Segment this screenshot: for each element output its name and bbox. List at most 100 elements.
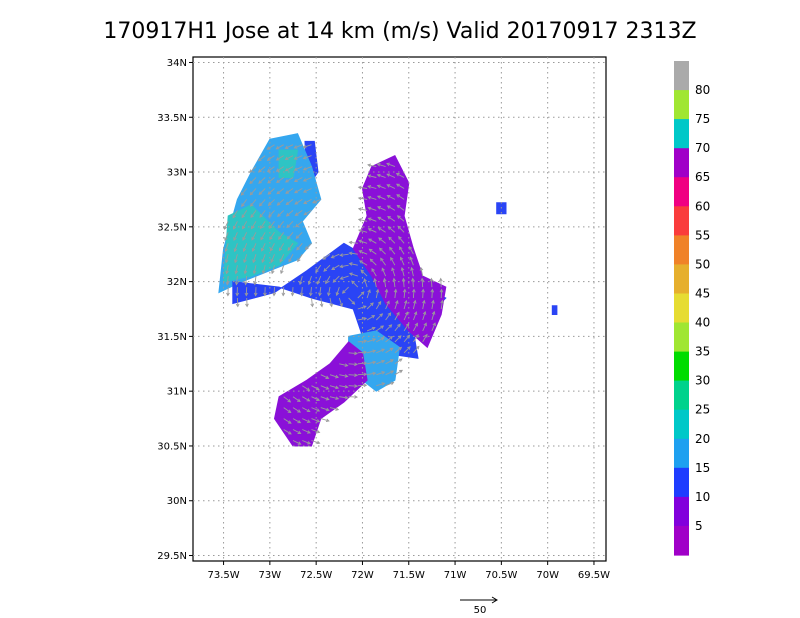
wind-vector-head: [250, 225, 255, 230]
wind-vector: [375, 313, 383, 321]
wind-vector: [385, 359, 394, 365]
wind-vector-head: [284, 179, 289, 183]
wind-vector: [252, 254, 257, 263]
wind-vector-head: [306, 387, 311, 391]
wind-vector: [294, 155, 303, 160]
legend-swatch: [674, 61, 689, 91]
wind-vector-head: [372, 371, 377, 376]
wind-vector: [412, 289, 415, 299]
wind-vector: [376, 325, 384, 332]
wind-vector: [366, 315, 375, 321]
wind-vector-head: [372, 349, 377, 354]
wind-vector-head: [363, 383, 368, 388]
wind-vector-head: [378, 237, 382, 241]
wind-vector: [267, 166, 275, 172]
legend-label: 65: [695, 170, 710, 184]
wind-vector-head: [354, 351, 358, 356]
wind-vector: [368, 207, 377, 211]
wind-vector-head: [367, 289, 371, 293]
wind-vector: [320, 407, 330, 411]
wind-vector-head: [402, 288, 407, 293]
legend-label: 40: [695, 316, 710, 330]
y-tick-label: 31.5N: [157, 332, 187, 343]
wind-vector: [283, 407, 291, 413]
wind-vector-head: [395, 299, 399, 304]
wind-vector: [380, 258, 386, 266]
wind-vector-head: [316, 440, 321, 445]
wind-vector: [292, 396, 301, 402]
wind-vector-head: [378, 247, 383, 252]
wind-region: [273, 341, 368, 447]
wind-vector-head: [339, 253, 344, 257]
wind-vector-head: [235, 292, 240, 297]
wind-vector: [249, 188, 257, 196]
wind-vector-head: [381, 382, 386, 386]
wind-vector-head: [363, 350, 368, 355]
wind-vector-head: [403, 299, 408, 304]
wind-vector-head: [306, 408, 311, 413]
wind-vector-head: [396, 204, 401, 209]
wind-vector: [366, 361, 376, 365]
legend-label: 15: [695, 461, 710, 475]
wind-vector: [409, 257, 414, 266]
wind-vector-head: [266, 168, 271, 173]
wind-vector-head: [381, 359, 386, 364]
wind-vector: [311, 440, 320, 444]
wind-vector-head: [277, 224, 282, 229]
wind-vector: [320, 374, 329, 379]
wind-vector: [394, 289, 397, 299]
wind-vector-head: [404, 311, 409, 316]
wind-vector-head: [280, 270, 284, 275]
wind-vector: [339, 363, 348, 367]
wind-vector-head: [358, 250, 363, 254]
wind-vector-head: [393, 288, 398, 293]
wind-vector-head: [248, 169, 253, 173]
wind-vector-head: [284, 145, 289, 149]
wind-vector: [377, 163, 386, 168]
wind-vector: [357, 340, 367, 343]
wind-vector: [367, 164, 377, 168]
wind-vector: [349, 263, 358, 266]
wind-vector-head: [395, 173, 400, 177]
x-tick-label: 70W: [536, 570, 559, 581]
reference-vector-head: [491, 596, 498, 604]
wind-vector: [413, 334, 419, 343]
wind-vector: [258, 188, 266, 195]
wind-vector: [320, 396, 329, 401]
wind-vector: [413, 323, 418, 332]
wind-vector-head: [325, 418, 330, 423]
wind-vector: [368, 196, 377, 200]
wind-vector: [340, 264, 349, 268]
wind-vector-head: [287, 247, 292, 251]
wind-vector: [311, 429, 320, 433]
wind-vector-head: [275, 145, 280, 150]
legend-swatch: [674, 496, 689, 527]
wind-vector-head: [297, 419, 302, 424]
wind-vector: [253, 265, 257, 274]
wind-vector-head: [424, 333, 428, 338]
wind-vector: [295, 220, 303, 228]
wind-vector: [374, 278, 377, 288]
wind-vector-head: [325, 407, 330, 412]
wind-vector-head: [344, 363, 349, 367]
wind-vector: [393, 278, 396, 288]
wind-vector-head: [267, 191, 272, 195]
wind-vector-head: [413, 311, 418, 316]
wind-vector: [224, 232, 229, 241]
wind-vector-head: [250, 214, 254, 219]
wind-vector: [234, 254, 238, 263]
wind-vector-head: [357, 196, 362, 201]
wind-vector: [349, 241, 358, 244]
wind-vector-head: [430, 288, 435, 293]
wind-vector-head: [390, 359, 394, 363]
wind-vector-head: [420, 277, 425, 282]
wind-vector-head: [381, 267, 385, 272]
wind-vector-head: [286, 235, 291, 240]
wind-vector-head: [251, 248, 256, 252]
wind-vector: [292, 418, 301, 424]
wind-vector: [260, 221, 266, 229]
legend-label: 45: [695, 287, 710, 301]
wind-vector: [276, 177, 284, 183]
wind-vector-head: [318, 292, 322, 297]
wind-vector: [302, 407, 311, 412]
